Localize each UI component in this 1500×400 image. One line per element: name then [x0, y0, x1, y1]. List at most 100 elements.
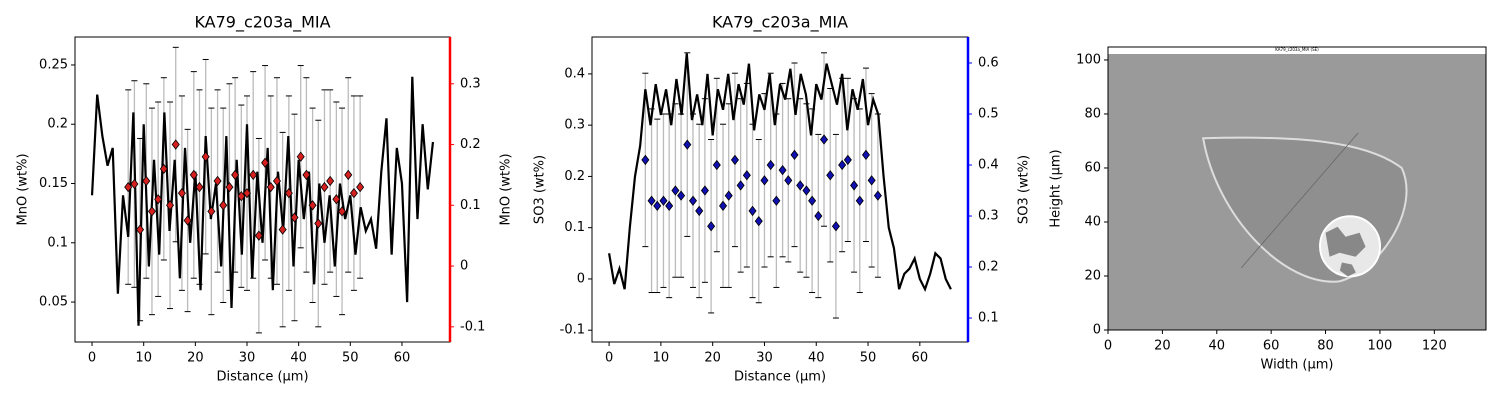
scatter-point	[867, 175, 876, 186]
y-tick-label: -0.1	[560, 323, 585, 338]
scatter-point	[225, 181, 234, 193]
x-tick-label: 30	[756, 351, 773, 366]
scatter-point	[183, 215, 192, 226]
micrograph: KA79_c203a_MIA (SE)	[1108, 47, 1486, 330]
y2-tick-label: 0.3	[460, 76, 481, 91]
scatter-point	[653, 200, 662, 211]
scatter-point	[820, 134, 829, 145]
scatter-point	[742, 170, 751, 181]
scatter-point	[873, 190, 882, 201]
chart-title: KA79_c203a_MIA	[712, 13, 848, 33]
axes-frame	[1107, 46, 1487, 331]
y2-tick-label: 0.6	[978, 56, 999, 71]
scatter-point	[302, 169, 311, 181]
x-tick-label: 20	[187, 351, 204, 366]
scatter-point	[760, 175, 769, 186]
scatter-point	[671, 185, 680, 196]
scatter-point	[677, 190, 686, 201]
y2-tick-label: 0.1	[460, 198, 481, 213]
scatter-point	[850, 180, 859, 191]
scatter-point	[724, 190, 733, 201]
x-tick-label: 40	[290, 351, 307, 366]
scatter-point	[349, 187, 358, 199]
image-strip	[1108, 47, 1486, 54]
scatter-point	[314, 218, 323, 229]
scatter-point	[231, 169, 240, 181]
y2-axis-label: SO3 (wt%)	[1017, 155, 1032, 224]
scatter-point	[772, 195, 781, 206]
scatter-point	[326, 175, 335, 187]
y-axis-label: SO3 (wt%)	[533, 155, 548, 224]
scatter-point	[237, 191, 246, 202]
y-tick-label: 0.1	[47, 235, 68, 250]
scatter-point	[272, 175, 281, 187]
y2-axis-label: MnO (wt%)	[499, 153, 514, 225]
scatter-point	[790, 149, 799, 160]
scatter-point	[136, 224, 145, 235]
scatter-point	[195, 181, 204, 193]
y-tick-label: 0.2	[564, 169, 585, 184]
x-axis-label: Width (µm)	[1261, 358, 1334, 373]
scatter-point	[189, 169, 198, 181]
scatter-point	[219, 200, 228, 211]
scatter-point	[290, 212, 299, 223]
x-tick-label: 80	[1317, 339, 1334, 354]
y-tick-label: 0	[1093, 323, 1101, 338]
x-axis-label: Distance (µm)	[216, 370, 308, 385]
scatter-point	[284, 187, 293, 199]
scatter-point	[831, 221, 840, 232]
scatter-point	[784, 175, 793, 186]
scatter-point	[213, 175, 222, 187]
scatter-point	[707, 221, 716, 232]
scatter-point	[266, 181, 275, 193]
y-tick-label: 0.2	[47, 117, 68, 132]
scatter-point	[712, 159, 721, 171]
scatter-point	[254, 230, 263, 241]
x-tick-label: 60	[394, 351, 411, 366]
y2-tick-label: 0.1	[978, 311, 999, 326]
scatter-point	[688, 195, 697, 206]
scatter-point	[861, 149, 870, 160]
scatter-point	[838, 159, 847, 171]
y-tick-label: 0.25	[39, 57, 68, 72]
scatter-point	[683, 139, 692, 150]
axes-frame	[591, 36, 969, 343]
scatter-point	[754, 215, 763, 227]
scatter-point	[177, 187, 186, 199]
y2-tick-label: 0.5	[978, 107, 999, 122]
scatter-point	[332, 194, 341, 205]
scatter-point	[814, 210, 823, 222]
image-label: KA79_c203a_MIA (SE)	[1275, 47, 1319, 52]
scatter-point	[308, 200, 317, 211]
y-axis-label: MnO (wt%)	[16, 153, 31, 225]
scatter-point	[730, 154, 739, 166]
chart-title: KA79_c203a_MIA	[194, 13, 330, 33]
y-tick-label: 80	[1084, 106, 1101, 121]
scatter-point	[249, 169, 258, 181]
scatter-point	[700, 185, 709, 196]
scatter-point	[130, 178, 139, 190]
scatter-point	[207, 206, 216, 217]
scatter-point	[344, 169, 353, 181]
scatter-point	[124, 181, 133, 193]
y-tick-label: 0	[577, 271, 585, 286]
x-tick-label: 0	[1104, 339, 1112, 354]
scatter-point	[338, 206, 347, 217]
scatter-point	[171, 139, 180, 150]
y-tick-label: 60	[1084, 160, 1101, 175]
scatter-point	[356, 181, 365, 193]
x-tick-label: 20	[704, 351, 721, 366]
y-tick-label: 0.15	[39, 176, 68, 191]
x-tick-label: 40	[1209, 339, 1226, 354]
scatter-point	[296, 151, 305, 162]
data-line	[608, 53, 952, 293]
scatter-point	[808, 195, 817, 206]
y-tick-label: 100	[1076, 52, 1101, 67]
scatter-point	[320, 181, 329, 193]
scatter-point	[802, 185, 811, 196]
y-tick-label: 0.3	[564, 118, 585, 133]
scatter-point	[261, 157, 270, 168]
scatter-point	[166, 200, 175, 211]
scatter-point	[278, 224, 287, 235]
